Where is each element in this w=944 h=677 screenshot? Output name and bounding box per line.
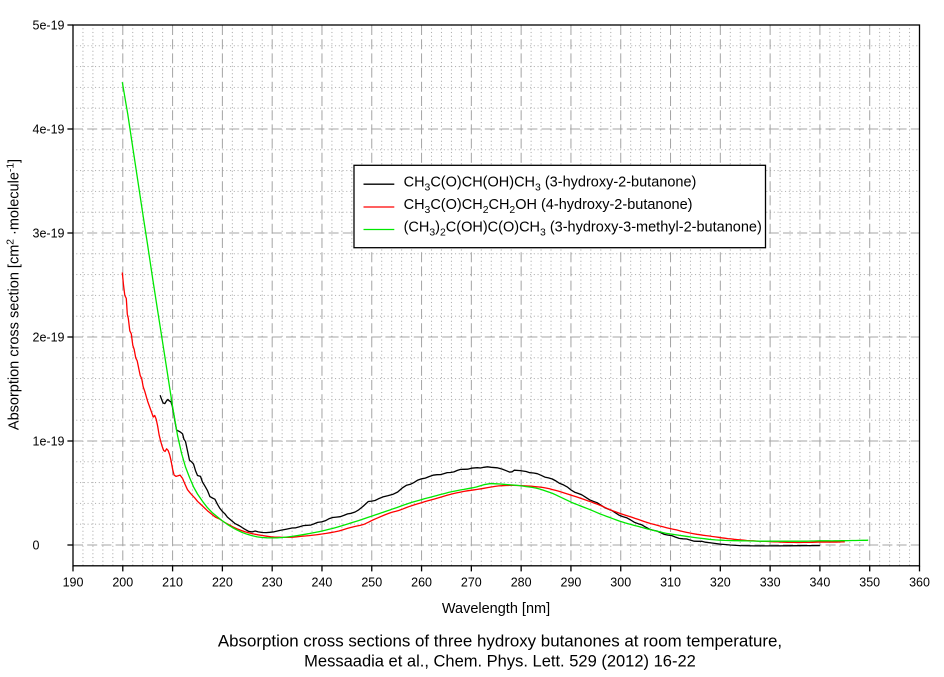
svg-text:350: 350 <box>859 576 880 590</box>
svg-text:CH3C(O)CH(OH)CH3 (3-hydroxy-2-: CH3C(O)CH(OH)CH3 (3-hydroxy-2-butanone) <box>404 174 697 193</box>
svg-text:3e-19: 3e-19 <box>33 227 65 241</box>
svg-text:4e-19: 4e-19 <box>33 123 65 137</box>
svg-text:240: 240 <box>312 576 333 590</box>
svg-text:290: 290 <box>561 576 582 590</box>
svg-text:220: 220 <box>212 576 233 590</box>
svg-text:Wavelength [nm]: Wavelength [nm] <box>442 601 550 617</box>
svg-text:210: 210 <box>162 576 183 590</box>
svg-text:Absorption cross sections of t: Absorption cross sections of three hydro… <box>218 632 782 651</box>
svg-text:320: 320 <box>710 576 731 590</box>
svg-text:0: 0 <box>33 539 40 553</box>
svg-text:230: 230 <box>262 576 283 590</box>
svg-text:200: 200 <box>112 576 133 590</box>
svg-text:2e-19: 2e-19 <box>33 331 65 345</box>
svg-text:CH3C(O)CH2CH2OH (4-hydroxy-2-b: CH3C(O)CH2CH2OH (4-hydroxy-2-butanone) <box>404 197 693 216</box>
svg-text:280: 280 <box>511 576 532 590</box>
svg-text:Messaadia et al., Chem. Phys.: Messaadia et al., Chem. Phys. Lett. 529 … <box>304 653 696 671</box>
svg-text:Absorption cross section [cm2: Absorption cross section [cm2 ·molecule-… <box>6 159 23 430</box>
svg-text:250: 250 <box>361 576 382 590</box>
svg-text:330: 330 <box>760 576 781 590</box>
svg-text:190: 190 <box>63 576 84 590</box>
svg-text:(CH3)2C(OH)C(O)CH3 (3-hydroxy-: (CH3)2C(OH)C(O)CH3 (3-hydroxy-3-methyl-2… <box>404 220 762 239</box>
svg-text:270: 270 <box>461 576 482 590</box>
svg-text:1e-19: 1e-19 <box>33 435 65 449</box>
svg-text:5e-19: 5e-19 <box>33 19 65 33</box>
svg-text:340: 340 <box>809 576 830 590</box>
svg-text:310: 310 <box>660 576 681 590</box>
svg-text:360: 360 <box>909 576 930 590</box>
svg-text:260: 260 <box>411 576 432 590</box>
svg-text:300: 300 <box>610 576 631 590</box>
